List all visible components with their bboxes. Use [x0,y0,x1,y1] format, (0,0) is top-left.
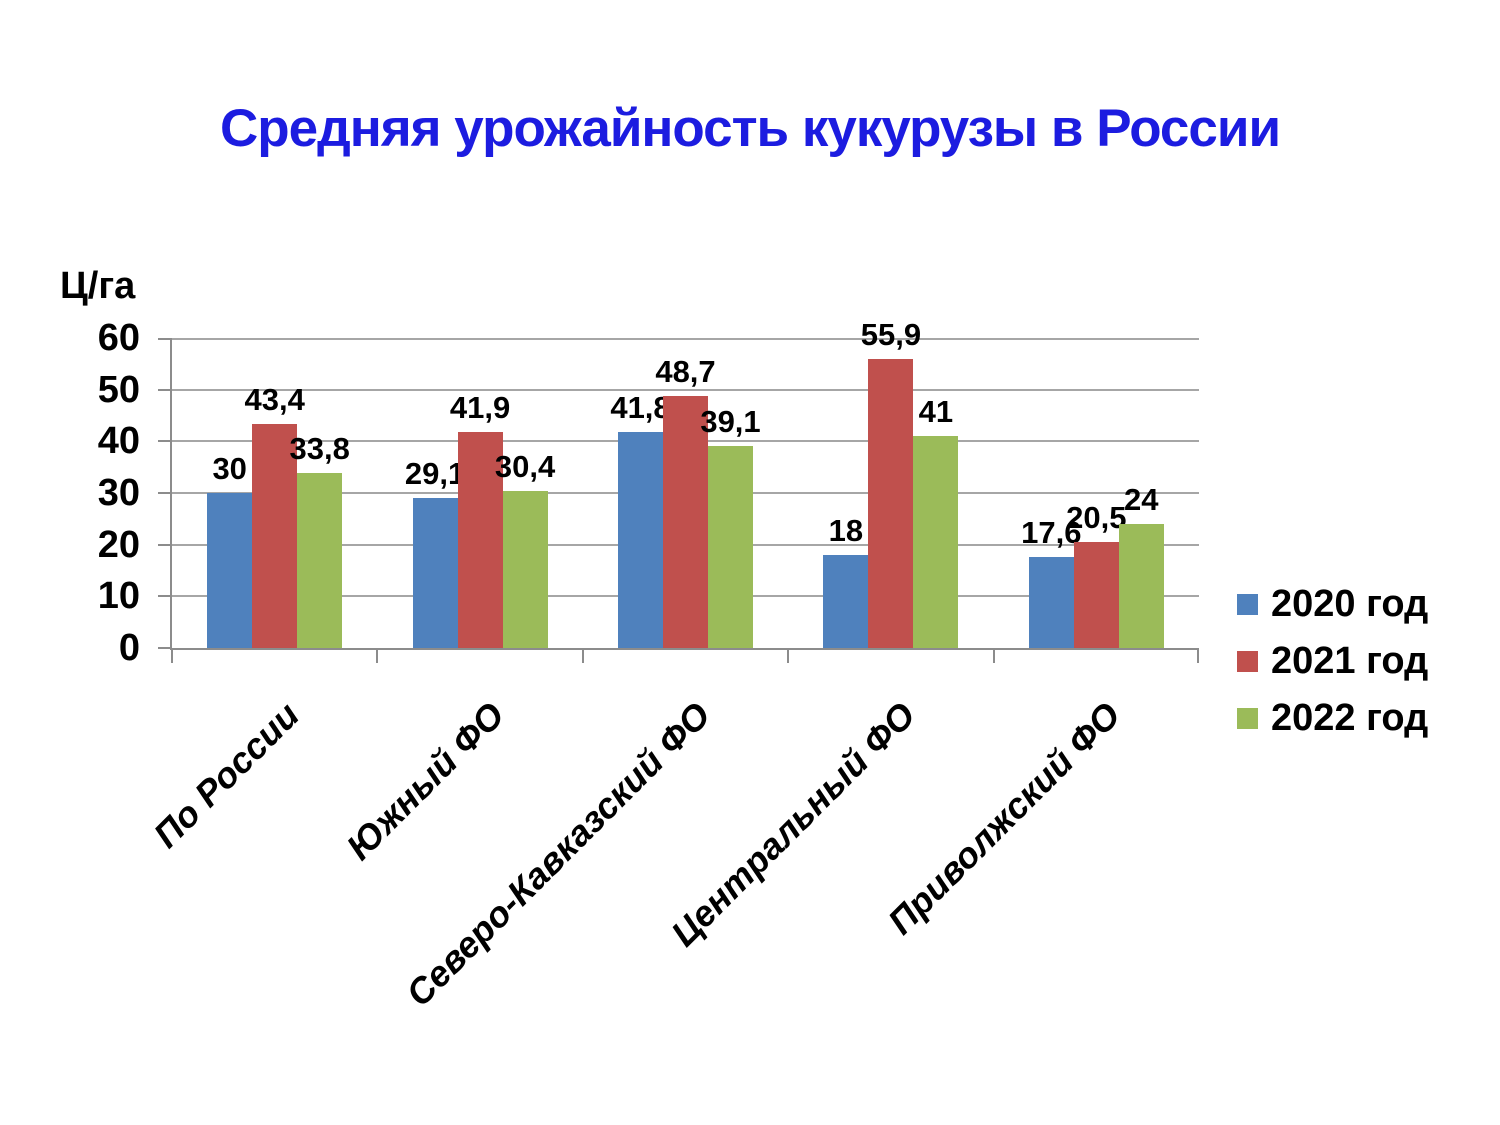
bar-2020-cat2 [412,497,458,648]
x-axis-tick-mark [376,650,378,663]
legend-label: 2022 год [1271,696,1429,739]
y-axis-tick-mark [158,388,170,391]
legend-label: 2020 год [1271,582,1429,625]
legend-swatch [1237,650,1258,672]
bar-value-label: 48,7 [655,354,716,390]
bar-value-label: 41 [918,394,954,430]
bar-value-label: 41,9 [449,389,511,425]
bar-2021-cat1 [252,423,298,648]
x-axis-tick-mark [993,650,995,663]
x-category-label: Южный ФО [338,694,513,868]
bar-value-label: 20,5 [1066,500,1127,536]
legend-item: 2022 год [1237,696,1429,739]
y-axis-tick-mark [158,492,170,494]
x-axis-tick-mark [582,650,584,663]
bar-2020-cat1 [207,493,253,648]
legend-item: 2020 год [1237,582,1429,625]
bar-2020-cat3 [618,432,663,648]
y-axis-tick-mark [158,338,170,340]
legend-label: 2021 год [1271,639,1429,682]
bar-2022-cat4 [913,436,959,648]
bar-2020-cat4 [823,555,869,648]
gridline [172,388,1199,391]
gridline [172,338,1199,340]
bar-2022-cat5 [1118,524,1164,648]
bar-value-label: 29,1 [404,455,466,491]
bar-2021-cat5 [1073,542,1119,648]
bar-2022-cat1 [297,473,343,648]
x-category-label: Приволжский ФО [880,694,1129,943]
y-axis-unit-label: Ц/га [60,265,136,307]
bar-value-label: 30 [212,451,247,486]
bar-2022-cat3 [708,445,753,648]
chart-title: Средняя урожайность кукурузы в России [219,99,1281,158]
bar-value-label: 41,8 [610,390,671,426]
legend-swatch [1237,593,1258,615]
bar-2022-cat2 [502,490,548,648]
y-axis-tick-label: 40 [97,420,140,463]
bar-2021-cat3 [663,396,708,648]
bar-value-label: 43,4 [244,381,305,417]
legend-item: 2021 год [1237,639,1429,682]
bar-value-label: 18 [828,513,864,548]
y-axis-tick-mark [158,595,170,598]
bar-value-label: 24 [1124,482,1159,517]
legend: 2020 год 2021 год 2022 год [1237,582,1429,755]
bar-2020-cat5 [1028,557,1074,648]
y-axis-tick-mark [158,440,170,443]
bar-value-label: 55,9 [860,317,922,353]
plot-area: 30 43,4 33,8 29,1 41,9 30,4 41,8 48,7 39,1 18 55,9… [158,317,1199,663]
y-axis-tick-label: 20 [97,523,140,566]
y-axis-tick-mark [158,543,170,546]
bar-2021-cat4 [868,359,914,648]
y-axis-tick-label: 30 [97,472,140,514]
x-axis-tick-mark [171,650,173,663]
y-axis-tick-label: 0 [118,627,140,669]
bar-2021-cat2 [457,431,503,648]
bar-value-label: 39,1 [700,403,761,439]
y-axis-tick-label: 60 [97,317,140,359]
x-axis-tick-mark [787,650,789,663]
bar-value-label: 17,6 [1021,515,1082,551]
y-axis-tick-mark [158,647,170,649]
bar-value-label: 30,4 [494,448,556,484]
y-axis-tick-label: 10 [97,575,140,618]
legend-swatch [1237,707,1258,729]
bar-value-label: 33,8 [289,431,350,467]
y-axis-tick-label: 50 [97,368,140,411]
x-category-label: По России [145,694,307,856]
x-axis-tick-mark [1197,650,1199,663]
